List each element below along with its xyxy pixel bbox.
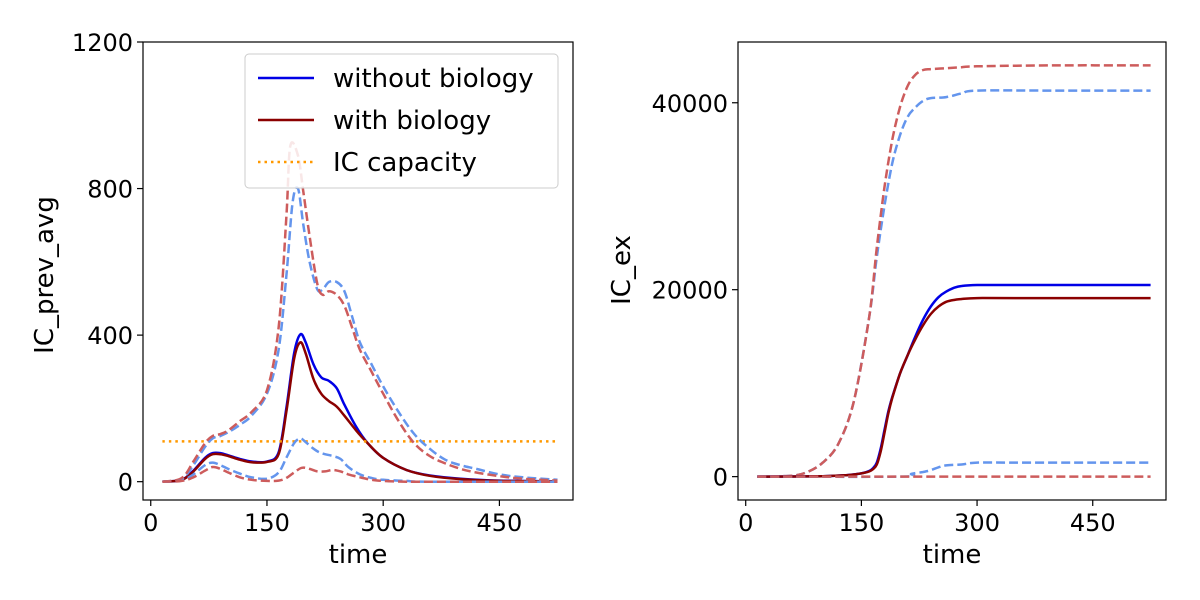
left-ticks-group: 0 150 300 450 0 400 800 1200: [72, 29, 522, 537]
right-chart-panel: 0 150 300 450 0 20000 40000 time IC_ex: [607, 41, 1167, 570]
right-y-axis-label: IC_ex: [607, 235, 637, 305]
legend-label-with-biology: with biology: [333, 106, 491, 136]
left-chart-panel: 0 150 300 450 0 400 800 1200 time IC_prev_avg w…: [30, 29, 574, 570]
legend-box: [244, 53, 559, 189]
left-series-group: [162, 141, 558, 483]
chart1-x-tick-label: 150: [838, 509, 884, 537]
chart0-y-tick-label: 1200: [72, 29, 133, 57]
left-x-axis-label: time: [329, 540, 388, 570]
chart1-x-tick-label: 0: [738, 509, 753, 537]
chart0-line-series-4: [162, 141, 558, 483]
chart0-y-tick-label: 0: [118, 469, 133, 497]
chart0-line-with-biology: [162, 341, 558, 483]
left-plot-frame: [142, 41, 574, 501]
right-plot-frame: [737, 41, 1167, 501]
chart0-y-tick-label: 400: [87, 322, 133, 350]
chart1-y-tick-label: 40000: [652, 90, 728, 118]
legend-label-ic-capacity: IC capacity: [333, 148, 477, 178]
chart1-x-tick-label: 450: [1070, 509, 1116, 537]
chart0-x-tick-label: 0: [143, 509, 158, 537]
left-y-axis-label: IC_prev_avg: [30, 196, 60, 354]
chart1-line-series-4: [757, 461, 1151, 479]
chart1-y-tick-label: 0: [713, 464, 728, 492]
chart0-line-series-6: [162, 465, 558, 483]
chart1-y-tick-label: 20000: [652, 277, 728, 305]
right-series-group: [757, 64, 1151, 479]
chart1-line-series-1: [757, 64, 1151, 478]
chart1-line-with-biology: [757, 296, 1151, 478]
chart0-y-tick-label: 800: [87, 176, 133, 204]
chart0-x-tick-label: 300: [360, 509, 406, 537]
chart1-x-tick-label: 300: [954, 509, 1000, 537]
legend: without biology with biology IC capacity: [244, 53, 559, 189]
chart0-line-series-5: [162, 437, 558, 483]
right-x-axis-label: time: [923, 540, 982, 570]
right-ticks-group: 0 150 300 450 0 20000 40000: [652, 90, 1116, 537]
chart0-x-tick-label: 450: [476, 509, 522, 537]
legend-label-without-biology: without biology: [333, 64, 534, 94]
chart0-x-tick-label: 150: [244, 509, 290, 537]
